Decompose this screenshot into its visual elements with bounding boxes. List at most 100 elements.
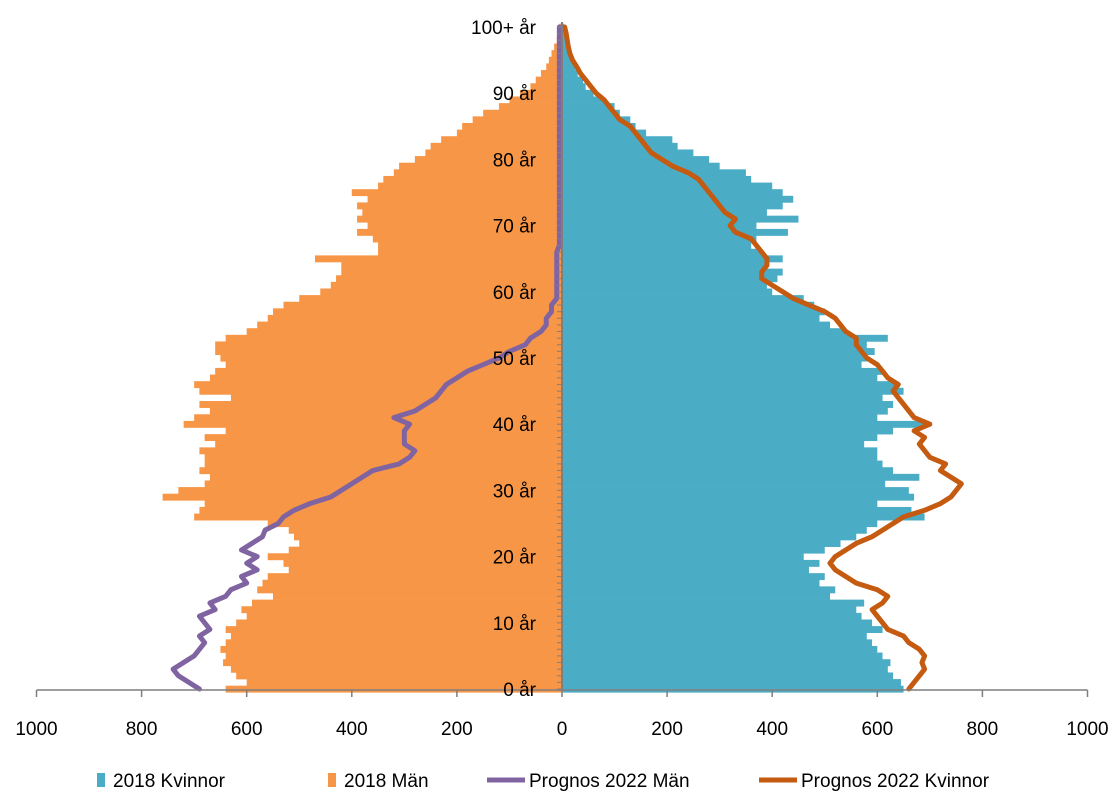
bar-man-age-5 (225, 652, 562, 660)
bar-man-age-59 (299, 295, 562, 303)
bar-man-age-52 (215, 341, 563, 349)
bar-man-age-6 (220, 645, 562, 653)
bar-man-age-19 (283, 559, 562, 567)
bar-man-age-17 (267, 573, 562, 581)
bar-kvinna-age-49 (562, 361, 862, 369)
bar-man-age-57 (272, 308, 562, 316)
bar-man-age-92 (535, 76, 562, 84)
bar-man-age-15 (257, 586, 562, 594)
bar-kvinna-age-40 (562, 420, 925, 428)
bar-kvinna-age-7 (562, 639, 873, 647)
bar-man-age-81 (425, 149, 562, 157)
bar-kvinna-age-48 (562, 367, 883, 375)
bar-kvinna-age-16 (562, 579, 820, 587)
bar-man-age-42 (209, 407, 563, 415)
bar-man-age-82 (430, 142, 563, 150)
bar-man-age-56 (267, 314, 562, 322)
bar-man-age-4 (223, 659, 563, 667)
bar-man-age-72 (362, 209, 562, 216)
bar-man-age-24 (288, 526, 562, 534)
bar-man-age-50 (220, 354, 562, 362)
y-tick-label: 90 år (493, 84, 537, 105)
bar-kvinna-age-31 (562, 480, 886, 488)
bar-man-age-70 (367, 222, 562, 230)
bar-man-age-46 (194, 381, 562, 389)
bar-man-age-83 (441, 136, 562, 144)
y-tick-label: 0 år (503, 680, 536, 701)
bar-man-age-53 (225, 334, 562, 342)
y-tick-label: 60 år (493, 283, 537, 304)
bar-man-age-22 (299, 540, 562, 547)
bar-man-age-43 (199, 401, 562, 408)
bar-kvinna-age-91 (562, 83, 586, 91)
bar-kvinna-age-79 (562, 162, 720, 170)
bar-kvinna-age-95 (562, 56, 573, 64)
bar-kvinna-age-44 (562, 394, 883, 402)
bar-man-age-2 (236, 672, 562, 680)
bar-kvinna-age-32 (562, 473, 920, 481)
bar-man-age-25 (267, 520, 562, 528)
bar-kvinna-age-46 (562, 381, 899, 389)
bar-kvinna-age-67 (562, 242, 752, 250)
bar-man-age-79 (399, 162, 563, 170)
y-tick-label: 80 år (493, 150, 537, 171)
bar-kvinna-age-0 (562, 685, 904, 693)
bar-kvinna-age-65 (562, 255, 783, 263)
bar-kvinna-age-53 (562, 334, 888, 342)
bar-man-age-38 (204, 434, 562, 442)
bar-man-age-8 (230, 632, 562, 640)
bar-man-age-39 (225, 427, 562, 435)
line-prognos-2022-man (170, 24, 562, 692)
bar-kvinna-age-51 (562, 348, 875, 355)
bar-man-age-49 (225, 361, 562, 369)
bar-man-age-73 (357, 202, 562, 210)
bar-man-age-93 (540, 70, 562, 77)
bar-kvinna-age-58 (562, 301, 815, 309)
bar-kvinna-age-62 (562, 275, 778, 283)
bar-man-age-7 (225, 639, 562, 647)
y-tick-label: 50 år (493, 349, 537, 370)
bar-kvinna-age-6 (562, 645, 878, 653)
bar-kvinna-age-89 (562, 96, 605, 104)
bar-man-age-41 (194, 414, 562, 422)
bar-kvinna-age-1 (562, 679, 901, 686)
bar-kvinna-age-14 (562, 593, 830, 600)
bar-kvinna-age-82 (562, 142, 678, 150)
x-tick-label: 400 (756, 719, 788, 740)
bar-kvinna-age-27 (562, 506, 912, 514)
x-tick-label: 800 (126, 719, 158, 740)
bar-man-age-74 (367, 195, 562, 203)
axes-layer: 1000 800 600 400 200 0 200 400 600 800 1000 0 år 10 … (15, 18, 1108, 740)
bar-man-age-77 (383, 175, 562, 183)
legend-label: Prognos 2022 Kvinnor (801, 771, 990, 792)
bar-kvinna-age-42 (562, 407, 888, 415)
x-tick-label: 600 (231, 719, 263, 740)
bar-man-age-91 (530, 83, 562, 91)
bar-kvinna-age-9 (562, 626, 883, 634)
bar-man-age-64 (341, 262, 562, 269)
x-tick-label: 200 (651, 719, 683, 740)
bar-kvinna-age-94 (562, 63, 576, 71)
bar-man-age-85 (462, 122, 562, 130)
bar-kvinna-age-63 (562, 268, 783, 276)
bar-man-age-9 (225, 626, 562, 634)
bar-kvinna-age-3 (562, 665, 888, 673)
bar-kvinna-age-50 (562, 354, 867, 362)
x-tick-label: 0 (557, 719, 568, 740)
bar-kvinna-age-72 (562, 209, 767, 216)
bar-kvinna-age-52 (562, 341, 867, 349)
bar-kvinna-age-99 (562, 30, 565, 38)
bar-man-age-58 (283, 301, 562, 309)
bar-kvinna-age-43 (562, 401, 894, 408)
bar-man-age-23 (294, 533, 562, 541)
bar-man-age-21 (288, 546, 562, 554)
legend-item: 2018 Kvinnor (97, 771, 226, 792)
bar-kvinna-age-23 (562, 533, 857, 541)
bar-kvinna-age-10 (562, 619, 873, 627)
bar-kvinna-age-22 (562, 540, 841, 547)
bar-man-age-68 (372, 235, 562, 243)
bar-kvinna-age-68 (562, 235, 757, 243)
bar-kvinna-age-11 (562, 612, 862, 620)
bar-man-age-76 (378, 182, 562, 190)
